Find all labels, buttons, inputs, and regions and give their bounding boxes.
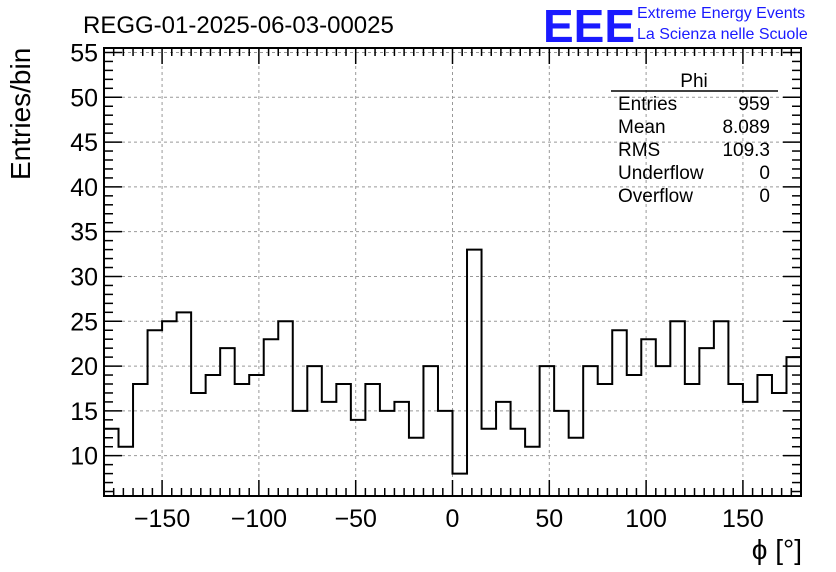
- stats-box: Phi Entries 959 Mean 8.089 RMS 109.3 Underflow…: [611, 71, 778, 207]
- stats-value: 959: [738, 94, 770, 115]
- stats-value: 109.3: [722, 140, 770, 161]
- chart-title: REGG-01-2025-06-03-00025: [83, 12, 394, 39]
- y-tick-label: 20: [70, 353, 98, 381]
- axis-ticks: [104, 48, 801, 496]
- y-tick-label: 50: [70, 84, 98, 112]
- x-tick-label: −100: [231, 505, 287, 533]
- x-tick-labels: −150 −100 −50 0 50 100 150: [134, 505, 764, 533]
- stats-label: Overflow: [618, 186, 693, 207]
- x-tick-label: 150: [722, 505, 764, 533]
- x-tick-label: 100: [625, 505, 667, 533]
- stats-value: 0: [759, 186, 770, 207]
- stats-value: 8.089: [722, 117, 770, 138]
- y-tick-label: 10: [70, 443, 98, 471]
- stats-value: 0: [759, 163, 770, 184]
- stats-label: RMS: [618, 140, 660, 161]
- y-tick-label: 55: [70, 39, 98, 67]
- y-tick-label: 25: [70, 308, 98, 336]
- x-tick-label: −150: [134, 505, 190, 533]
- y-tick-label: 15: [70, 398, 98, 426]
- y-tick-label: 35: [70, 219, 98, 247]
- logo-line-2: La Scienza nelle Scuole: [637, 26, 808, 43]
- histogram-line: [104, 248, 801, 475]
- x-tick-label: 50: [535, 505, 563, 533]
- stats-title: Phi: [680, 71, 707, 92]
- stats-label: Underflow: [618, 163, 704, 184]
- y-tick-label: 40: [70, 174, 98, 202]
- y-tick-label: 30: [70, 263, 98, 291]
- x-axis-title: ϕ [°]: [752, 534, 802, 565]
- y-tick-label: 45: [70, 129, 98, 157]
- y-axis-title: Entries/bin: [5, 48, 36, 180]
- stats-label: Entries: [618, 94, 677, 115]
- stats-label: Mean: [618, 117, 666, 138]
- logo-mark: EEE: [543, 0, 635, 52]
- x-tick-label: −50: [334, 505, 376, 533]
- eee-logo: EEE Extreme Energy Events La Scienza nel…: [543, 0, 808, 52]
- x-tick-label: 0: [446, 505, 460, 533]
- y-tick-labels: 10 15 20 25 30 35 40 45 50 55: [70, 39, 98, 470]
- logo-line-1: Extreme Energy Events: [637, 5, 805, 22]
